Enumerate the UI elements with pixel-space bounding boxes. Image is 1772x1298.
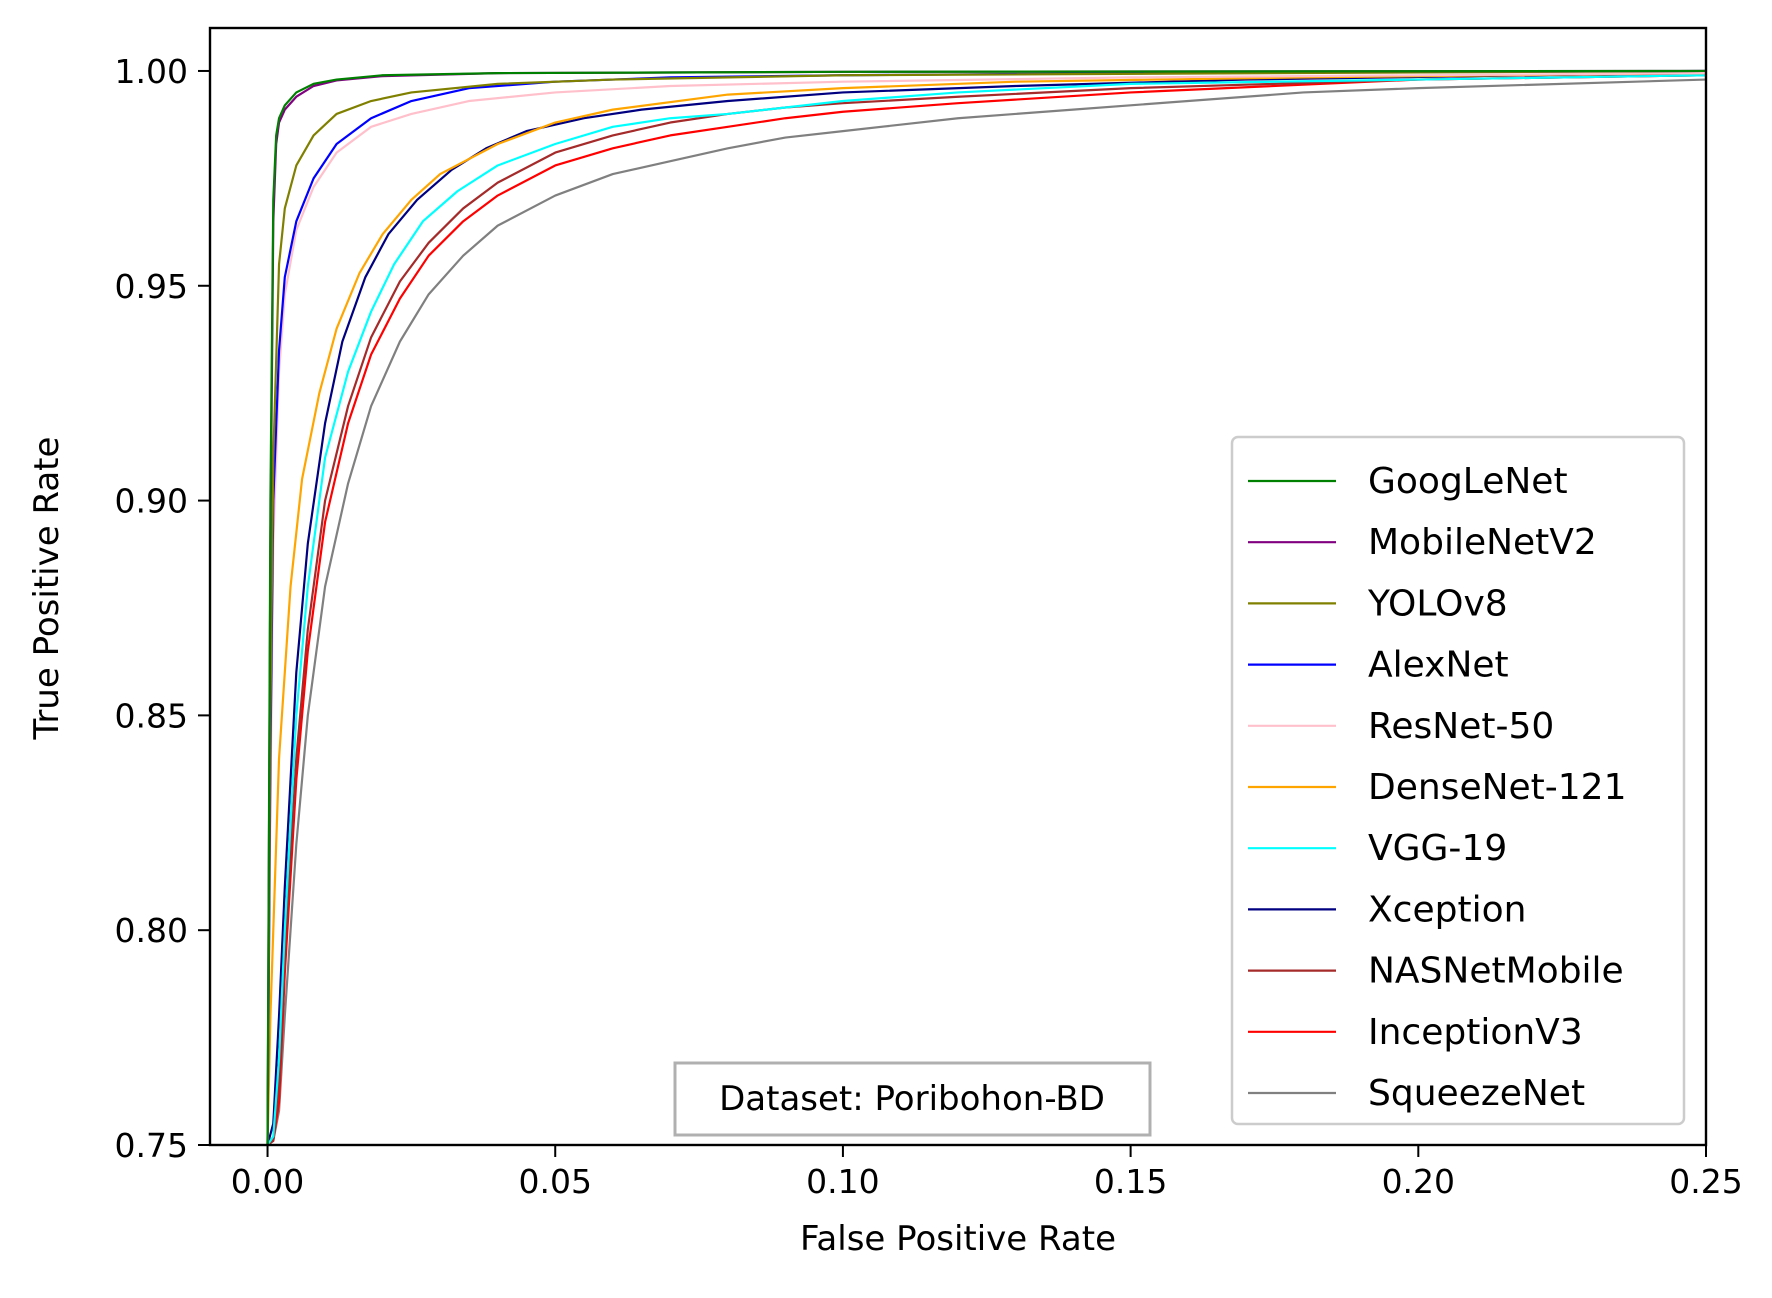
y-axis-label: True Positive Rate [27, 437, 67, 741]
legend-item: AlexNet [1248, 645, 1509, 686]
plot-frame [208, 26, 1708, 1147]
series-line-xception [266, 72, 1706, 1145]
x-tick-label: 0.10 [806, 1162, 879, 1201]
legend-label: VGG-19 [1368, 828, 1507, 869]
series-line-densenet-121 [266, 72, 1706, 1145]
legend-label: MobileNetV2 [1368, 522, 1597, 563]
x-tick-label: 0.15 [1094, 1162, 1167, 1201]
series-line-inceptionv3 [266, 74, 1706, 1145]
legend-item: ResNet-50 [1248, 706, 1554, 747]
x-axis-label: False Positive Rate [800, 1219, 1116, 1259]
y-tick-label: 0.85 [115, 696, 188, 735]
legend-item: SqueezeNet [1248, 1073, 1585, 1114]
legend-label: NASNetMobile [1368, 951, 1624, 992]
legend-label: Xception [1368, 889, 1526, 930]
series-line-resnet-50 [266, 72, 1706, 1145]
legend-label: DenseNet-121 [1368, 767, 1627, 808]
legend-item: YOLOv8 [1248, 583, 1508, 624]
y-tick-label: 0.80 [115, 911, 188, 950]
series-line-nasnetmobile [266, 74, 1706, 1145]
series-line-googlenet [266, 69, 1706, 1145]
legend-item: GoogLeNet [1248, 461, 1568, 502]
dataset-annotation-text: Dataset: Poribohon-BD [719, 1079, 1105, 1119]
axes-layer: 0.00 0.05 0.10 0.15 0.20 0.25 0.75 0.80 0.85 0.90… [115, 26, 1743, 1201]
x-tick-label: 0.05 [518, 1162, 591, 1201]
series-layer [266, 69, 1706, 1145]
x-tick-label: 0.25 [1669, 1162, 1742, 1201]
legend-item: VGG-19 [1248, 828, 1507, 869]
legend-label: GoogLeNet [1368, 461, 1568, 502]
legend-frame [1230, 435, 1686, 1126]
legend-item: Xception [1248, 889, 1526, 930]
legend: GoogLeNet MobileNetV2 YOLOv8 AlexNet ResNet-… [1230, 435, 1686, 1126]
legend-label: InceptionV3 [1368, 1012, 1583, 1053]
series-line-yolov8 [266, 69, 1706, 1145]
series-line-vgg-19 [266, 74, 1706, 1145]
legend-label: AlexNet [1368, 645, 1509, 686]
series-line-squeezenet [266, 78, 1706, 1145]
legend-item: DenseNet-121 [1248, 767, 1627, 808]
dataset-annotation: Dataset: Poribohon-BD [673, 1061, 1152, 1137]
legend-item: MobileNetV2 [1248, 522, 1597, 563]
y-tick-label: 0.75 [115, 1126, 188, 1165]
x-tick-label: 0.00 [231, 1162, 304, 1201]
y-tick-label: 0.90 [115, 482, 188, 521]
y-tick-label: 0.95 [115, 267, 188, 306]
legend-label: ResNet-50 [1368, 706, 1554, 747]
legend-item: NASNetMobile [1248, 951, 1624, 992]
legend-label: YOLOv8 [1367, 583, 1508, 624]
legend-item: InceptionV3 [1248, 1012, 1583, 1053]
legend-label: SqueezeNet [1368, 1073, 1585, 1114]
y-tick-label: 1.00 [115, 52, 188, 91]
x-tick-label: 0.20 [1382, 1162, 1455, 1201]
